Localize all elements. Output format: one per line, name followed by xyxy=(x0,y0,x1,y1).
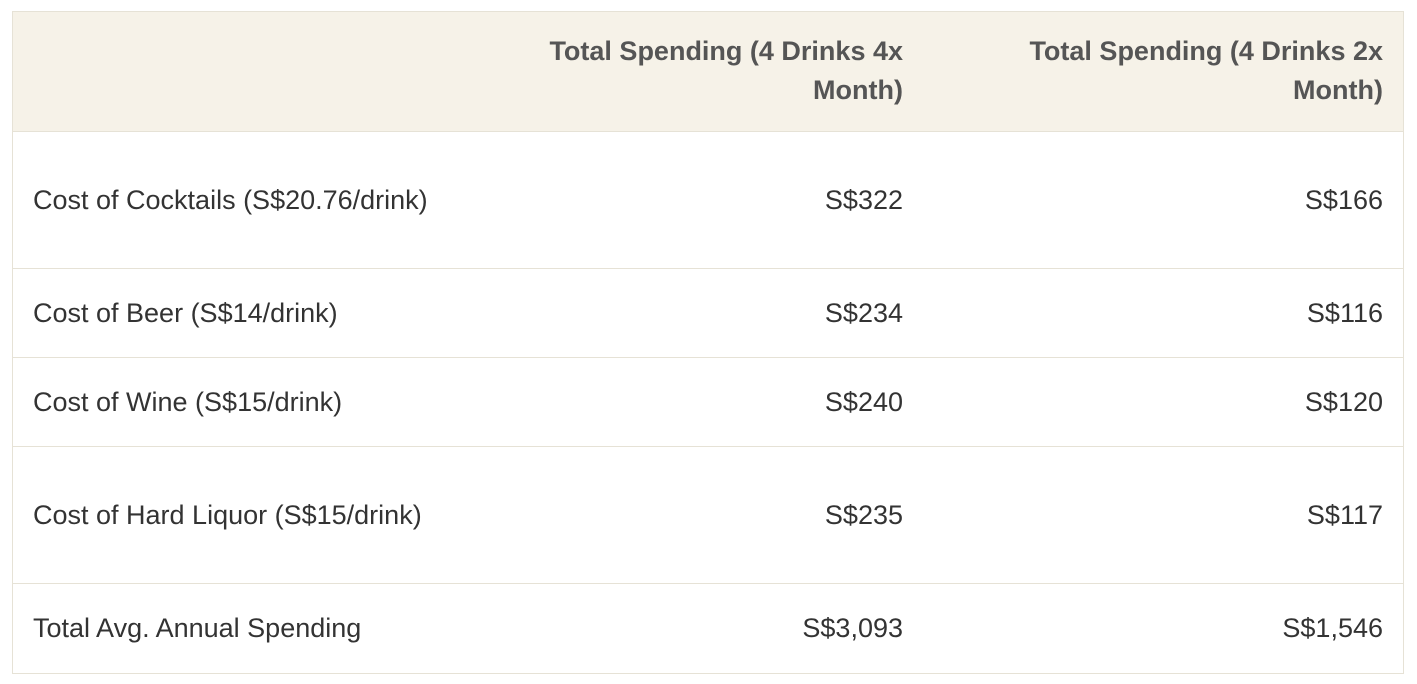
cell-value: S$234 xyxy=(503,267,923,357)
table-row: Cost of Beer (S$14/drink) S$234 S$116 xyxy=(13,267,1403,357)
cell-value: S$166 xyxy=(923,130,1403,268)
cell-value: S$120 xyxy=(923,356,1403,446)
cell-value-total: S$1,546 xyxy=(923,582,1403,673)
cell-value: S$235 xyxy=(503,445,923,583)
spending-table-container: Total Spending (4 Drinks 4x Month) Total… xyxy=(12,11,1404,674)
row-label-total: Total Avg. Annual Spending xyxy=(13,582,503,673)
header-row: Total Spending (4 Drinks 4x Month) Total… xyxy=(13,12,1403,131)
cell-value: S$240 xyxy=(503,356,923,446)
table-row: Cost of Hard Liquor (S$15/drink) S$235 S… xyxy=(13,445,1403,583)
table-row: Cost of Cocktails (S$20.76/drink) S$322 … xyxy=(13,130,1403,268)
row-label-wine: Cost of Wine (S$15/drink) xyxy=(13,356,503,446)
drink-spending-table: Total Spending (4 Drinks 4x Month) Total… xyxy=(13,12,1403,673)
table-row: Cost of Wine (S$15/drink) S$240 S$120 xyxy=(13,356,1403,446)
row-label-beer: Cost of Beer (S$14/drink) xyxy=(13,267,503,357)
cell-value-total: S$3,093 xyxy=(503,582,923,673)
table-row-total: Total Avg. Annual Spending S$3,093 S$1,5… xyxy=(13,582,1403,673)
table-header: Total Spending (4 Drinks 4x Month) Total… xyxy=(13,12,1403,131)
header-cell-2x-month: Total Spending (4 Drinks 2x Month) xyxy=(1029,36,1383,106)
cell-value: S$117 xyxy=(923,445,1403,583)
row-label-hard-liquor: Cost of Hard Liquor (S$15/drink) xyxy=(13,445,503,583)
header-cell-4x-month: Total Spending (4 Drinks 4x Month) xyxy=(549,36,903,106)
cell-value: S$116 xyxy=(923,267,1403,357)
row-label-cocktails: Cost of Cocktails (S$20.76/drink) xyxy=(13,130,503,268)
table-body: Cost of Cocktails (S$20.76/drink) S$322 … xyxy=(13,130,1403,673)
cell-value: S$322 xyxy=(503,130,923,268)
header-cell-empty xyxy=(13,12,503,131)
